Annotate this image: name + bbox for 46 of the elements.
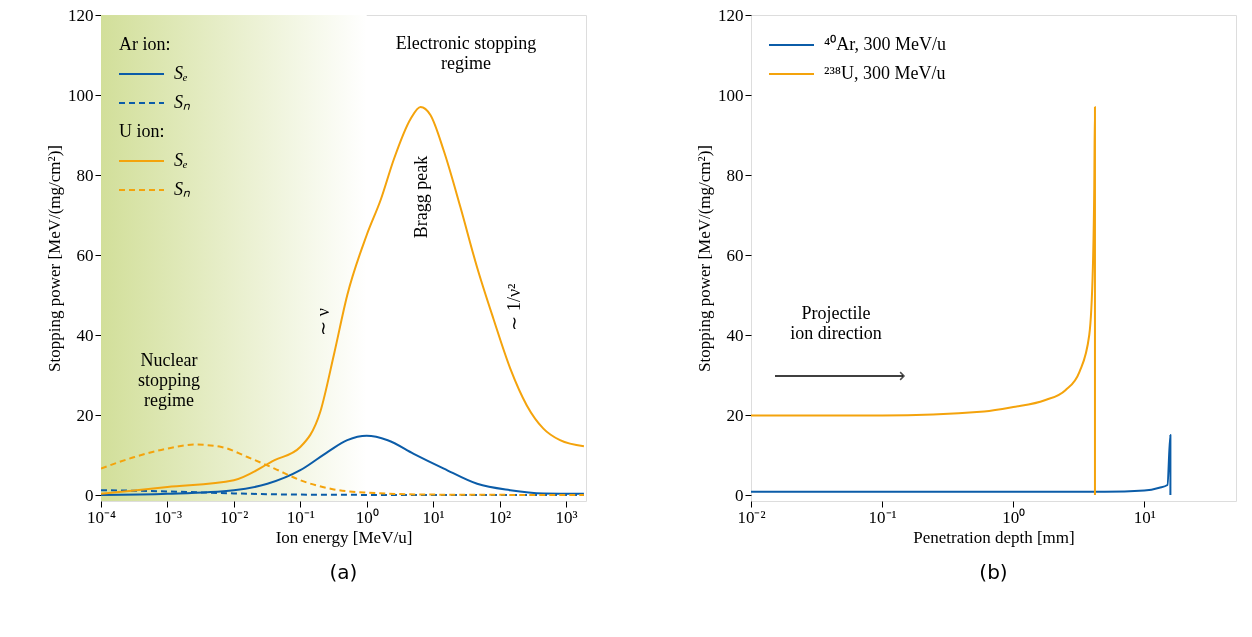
y-tick-label: 0 <box>85 485 94 505</box>
x-tick-label: 10³ <box>555 507 578 527</box>
annotation: ∼ ν <box>313 308 333 336</box>
legend-label: ²³⁸U, 300 MeV/u <box>824 63 946 83</box>
y-tick-label: 40 <box>726 325 744 345</box>
legend-label: Sₑ <box>174 150 188 170</box>
y-tick-label: 120 <box>68 5 94 25</box>
annotation: Projectile ion direction <box>790 303 882 343</box>
x-tick-label: 10² <box>489 507 512 527</box>
y-tick-label: 100 <box>718 85 744 105</box>
x-tick-label: 10⁰ <box>355 507 379 527</box>
x-tick-label: 10¹ <box>422 507 445 527</box>
x-tick-label: 10⁻⁴ <box>87 507 117 527</box>
annotation: Nuclear stopping regime <box>137 350 201 410</box>
annotation: Ar ion: <box>119 34 171 54</box>
x-tick-label: 10⁻² <box>737 507 766 527</box>
legend-label: Sₑ <box>174 63 188 83</box>
y-tick-label: 80 <box>76 165 94 185</box>
y-tick-label: 80 <box>726 165 744 185</box>
x-tick-label: 10⁻¹ <box>286 507 315 527</box>
text: (a) <box>329 560 358 584</box>
y-tick-label: 20 <box>726 405 744 425</box>
x-axis-title: Penetration depth [mm] <box>913 527 1075 547</box>
y-tick-label: 40 <box>76 325 94 345</box>
annotation: Bragg peak <box>411 155 431 239</box>
y-tick-label: 0 <box>735 485 744 505</box>
x-axis-title: Ion energy [MeV/u] <box>275 527 413 547</box>
annotation: U ion: <box>119 121 165 141</box>
x-tick-label: 10⁰ <box>1002 507 1026 527</box>
x-tick-label: 10⁻² <box>220 507 249 527</box>
x-tick-label: 10⁻³ <box>153 507 182 527</box>
annotation: Electronic stopping regime <box>395 33 537 73</box>
y-axis-title: Stopping power [MeV/(mg/cm²)] <box>695 144 714 373</box>
y-axis-title: Stopping power [MeV/(mg/cm²)] <box>45 144 64 373</box>
text: (b) <box>979 560 1008 584</box>
legend-label: ⁴⁰Ar, 300 MeV/u <box>824 34 947 54</box>
legend-label: Sₙ <box>174 92 191 112</box>
y-tick-label: 100 <box>68 85 94 105</box>
x-tick-label: 10⁻¹ <box>868 507 897 527</box>
y-tick-label: 20 <box>76 405 94 425</box>
annotation: ∼ 1/ν² <box>504 283 524 331</box>
y-tick-label: 60 <box>726 245 744 265</box>
y-tick-label: 60 <box>76 245 94 265</box>
x-tick-label: 10¹ <box>1133 507 1156 527</box>
legend-label: Sₙ <box>174 179 191 199</box>
y-tick-label: 120 <box>718 5 744 25</box>
